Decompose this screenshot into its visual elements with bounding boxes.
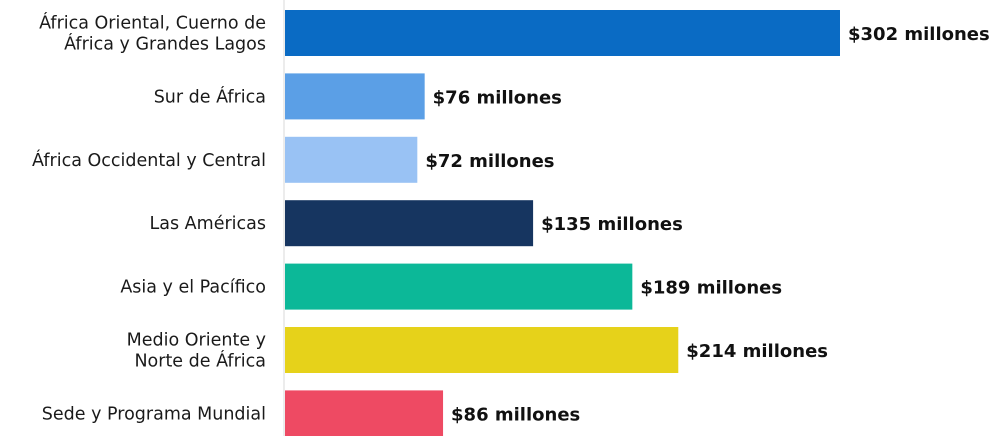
bars-group [285, 10, 840, 437]
bar-5 [285, 327, 679, 373]
value-label-6: $86 millones [451, 404, 580, 425]
value-labels-group: $302 millones $76 millones $72 millones $13… [425, 24, 989, 425]
category-label-5: Medio Oriente y Norte de África [127, 331, 266, 372]
category-label-3: Las Américas [150, 214, 266, 234]
bar-0 [285, 10, 840, 56]
category-label-2: África Occidental y Central [32, 149, 266, 171]
bar-1 [285, 73, 425, 120]
value-label-3: $135 millones [541, 214, 683, 235]
category-label-4: Asia y el Pacífico [120, 278, 266, 298]
category-label-6: Sede y Programa Mundial [42, 404, 266, 424]
bar-4 [285, 263, 633, 310]
value-label-1: $76 millones [433, 87, 562, 108]
value-label-4: $189 millones [640, 278, 782, 299]
bar-3 [285, 200, 534, 247]
category-label-1: Sur de África [154, 85, 266, 107]
value-label-5: $214 millones [686, 341, 828, 362]
value-label-0: $302 millones [848, 24, 990, 45]
category-label-0: África Oriental, Cuerno de África y Grand… [39, 12, 266, 55]
bar-6 [285, 390, 444, 437]
bar-2 [285, 136, 418, 183]
value-label-2: $72 millones [425, 151, 554, 172]
category-labels-group: África Oriental, Cuerno de África y Grand… [32, 12, 266, 425]
